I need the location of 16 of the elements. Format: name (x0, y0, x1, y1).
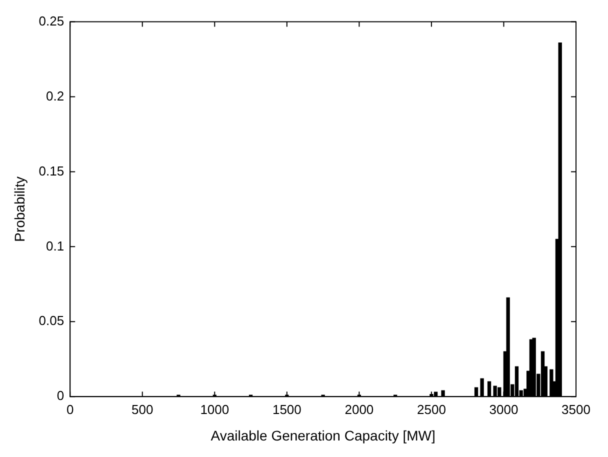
y-axis-title: Probability (11, 176, 28, 242)
x-tick-label: 1000 (200, 402, 230, 417)
x-axis-title: Available Generation Capacity [MW] (210, 427, 436, 444)
y-tick-label: 0.15 (38, 163, 64, 178)
x-tick-label: 2500 (416, 402, 446, 417)
x-tick-label: 2000 (344, 402, 374, 417)
y-tick-label: 0.1 (46, 238, 64, 254)
x-tick-label: 0 (66, 402, 74, 417)
x-tick-label: 500 (132, 402, 154, 417)
y-tick-label: 0.05 (38, 313, 64, 328)
y-tick-label: 0.25 (38, 13, 64, 28)
y-tick-label: 0 (56, 388, 64, 404)
x-tick-label: 3500 (562, 402, 590, 417)
x-tick-label: 3000 (489, 402, 518, 417)
y-tick-label: 0.2 (46, 88, 64, 104)
x-tick-label: 1500 (272, 402, 302, 417)
